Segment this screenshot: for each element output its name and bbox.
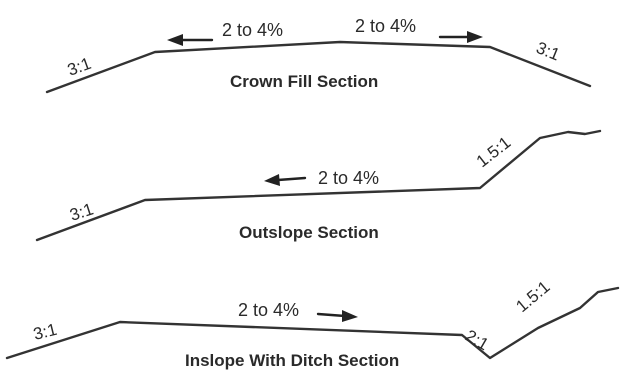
inslope-title: Inslope With Ditch Section bbox=[185, 351, 399, 370]
crown-left-grade-label: 2 to 4% bbox=[222, 20, 283, 40]
crown-right-grade-arrow bbox=[438, 31, 483, 43]
inslope-grade-label: 2 to 4% bbox=[238, 300, 299, 320]
crown-right-slope-label: 3:1 bbox=[534, 38, 563, 64]
inslope-ditch-section: 3:1 2:1 1.5:1 2 to 4% Inslope With Ditch… bbox=[5, 277, 620, 370]
inslope-right-slope-label: 1.5:1 bbox=[512, 277, 553, 316]
outslope-title: Outslope Section bbox=[239, 223, 379, 242]
crown-fill-section: 3:1 3:1 2 to 4% 2 to 4% Crown Fill Secti… bbox=[45, 16, 592, 94]
inslope-left-slope-label: 3:1 bbox=[31, 320, 59, 344]
outslope-section: 3:1 1.5:1 2 to 4% Outslope Section bbox=[35, 129, 602, 242]
outslope-arrow-shaft bbox=[276, 176, 307, 182]
outslope-arrow-head bbox=[264, 174, 280, 186]
inslope-grade-arrow bbox=[316, 310, 358, 322]
outslope-grade-label: 2 to 4% bbox=[318, 168, 379, 188]
crown-left-grade-arrow bbox=[167, 34, 214, 46]
inslope-ditch-slope-label: 2:1 bbox=[462, 326, 492, 354]
inslope-arrow-head bbox=[342, 310, 358, 322]
crown-fill-profile bbox=[45, 40, 592, 94]
crown-right-arrow-head bbox=[467, 31, 483, 43]
crown-fill-title: Crown Fill Section bbox=[230, 72, 378, 91]
crown-right-grade-label: 2 to 4% bbox=[355, 16, 416, 36]
inslope-arrow-shaft bbox=[316, 312, 347, 318]
inslope-profile bbox=[5, 286, 620, 360]
crown-left-arrow-head bbox=[167, 34, 183, 46]
outslope-grade-arrow bbox=[264, 174, 307, 186]
outslope-profile bbox=[35, 129, 602, 242]
